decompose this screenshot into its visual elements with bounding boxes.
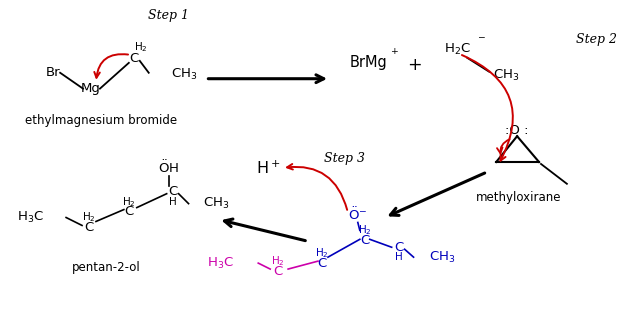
Text: CH$_3$: CH$_3$: [430, 250, 456, 265]
Text: CH$_3$: CH$_3$: [202, 196, 229, 211]
Text: BrMg: BrMg: [350, 55, 387, 70]
Text: H: H: [395, 252, 403, 262]
Text: pentan-2-ol: pentan-2-ol: [71, 260, 140, 274]
Text: CH$_3$: CH$_3$: [171, 67, 197, 82]
Text: H$^+$: H$^+$: [256, 159, 281, 176]
Text: C: C: [125, 205, 133, 218]
Text: H$_2$: H$_2$: [82, 211, 96, 224]
Text: C: C: [274, 265, 283, 278]
Text: $\ddot{\rm{O}}$H: $\ddot{\rm{O}}$H: [158, 160, 179, 176]
Text: CH$_3$: CH$_3$: [493, 68, 520, 83]
Text: H: H: [169, 197, 176, 207]
Text: ethylmagnesium bromide: ethylmagnesium bromide: [25, 114, 177, 127]
Text: C: C: [168, 185, 177, 198]
Text: Br: Br: [46, 66, 61, 79]
Text: C: C: [360, 234, 370, 247]
Text: H$_2$: H$_2$: [358, 223, 372, 237]
Text: +: +: [407, 56, 422, 74]
Text: $\ddot{\rm{O}}^{-}$: $\ddot{\rm{O}}^{-}$: [348, 206, 367, 223]
Text: Mg: Mg: [81, 82, 101, 95]
Text: H$_3$C: H$_3$C: [17, 210, 44, 225]
Text: H$_2$: H$_2$: [271, 254, 285, 268]
Text: H$_2$: H$_2$: [134, 40, 148, 54]
Text: C: C: [85, 221, 94, 234]
Text: :O :: :O :: [506, 124, 529, 137]
Text: C: C: [394, 241, 403, 254]
Text: $^+$: $^+$: [389, 47, 399, 61]
Text: C: C: [317, 257, 327, 270]
Text: methyloxirane: methyloxirane: [477, 191, 562, 204]
Text: $^-$: $^-$: [477, 34, 487, 48]
Text: H$_2$: H$_2$: [315, 246, 329, 260]
Text: Step 1: Step 1: [148, 9, 189, 22]
Text: Step 3: Step 3: [324, 152, 365, 165]
Text: H$_3$C: H$_3$C: [207, 256, 234, 271]
Text: Step 2: Step 2: [576, 33, 617, 45]
Text: H$_2$: H$_2$: [122, 195, 136, 209]
Text: C: C: [129, 52, 138, 65]
Text: H$_2$C: H$_2$C: [444, 42, 471, 57]
